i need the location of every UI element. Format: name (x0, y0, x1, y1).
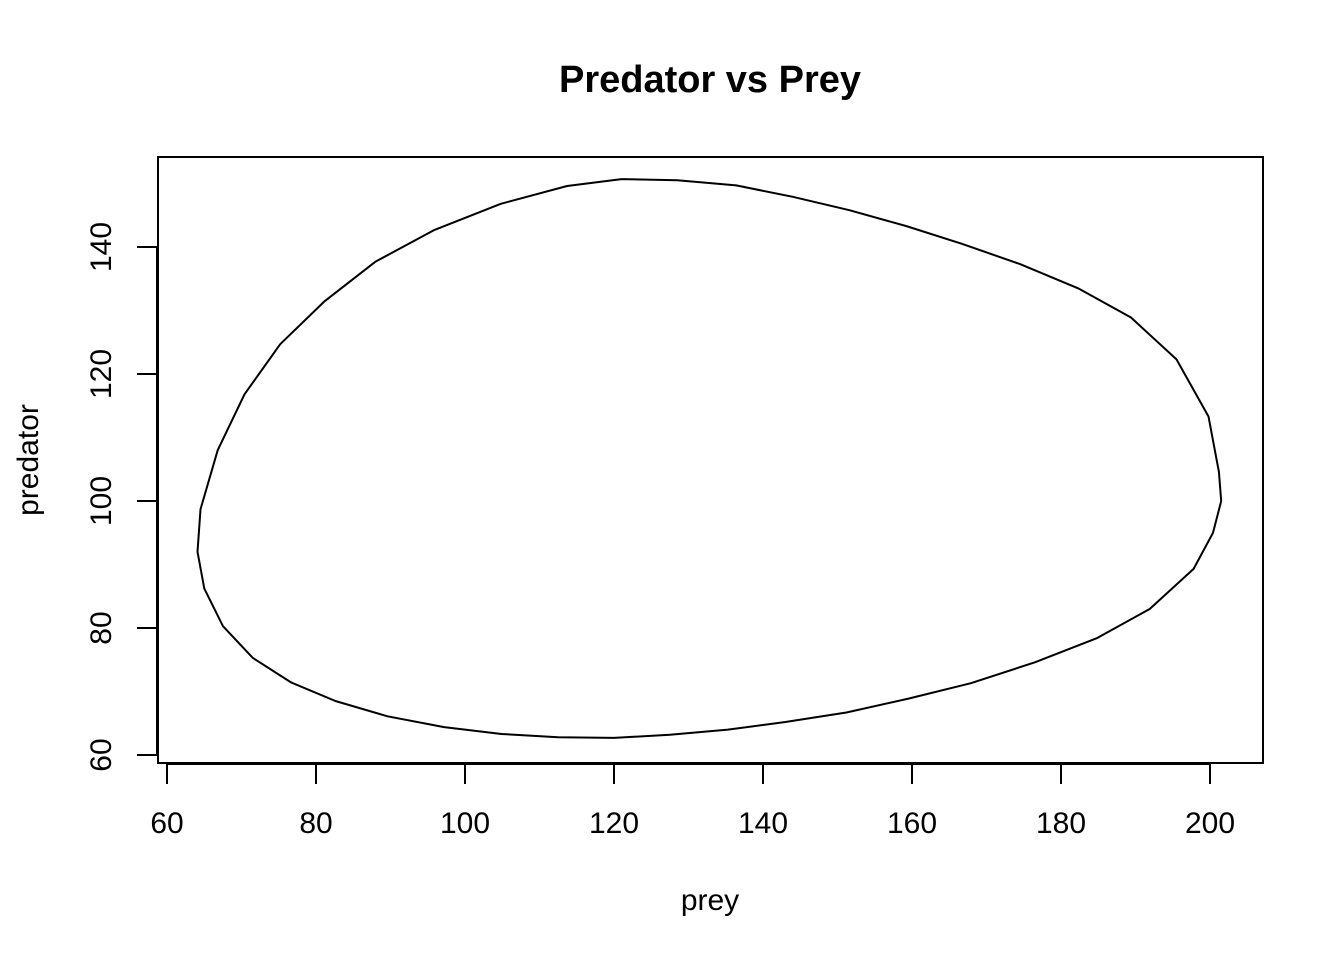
x-tick-label: 180 (1036, 807, 1086, 840)
y-tick-label: 60 (85, 738, 118, 771)
x-axis-label: prey (681, 884, 739, 917)
chart-title: Predator vs Prey (559, 59, 861, 101)
y-axis: 60 80 100 120 140 (85, 222, 158, 772)
predator-prey-trajectory-line (196, 178, 1223, 739)
y-tick-label: 140 (85, 222, 118, 272)
plot-area-frame (157, 156, 1264, 764)
x-axis: 60 80 100 120 140 160 180 200 (150, 763, 1235, 840)
x-tick-label: 160 (887, 807, 937, 840)
x-tick-label: 200 (1185, 807, 1235, 840)
x-tick-label: 140 (738, 807, 788, 840)
y-tick-label: 120 (85, 349, 118, 399)
x-tick-label: 80 (299, 807, 332, 840)
x-tick-label: 60 (150, 807, 183, 840)
x-tick-label: 120 (589, 807, 639, 840)
x-tick-label: 100 (440, 807, 490, 840)
y-tick-label: 80 (85, 611, 118, 644)
y-axis-label: predator (12, 404, 45, 516)
y-tick-label: 100 (85, 476, 118, 526)
